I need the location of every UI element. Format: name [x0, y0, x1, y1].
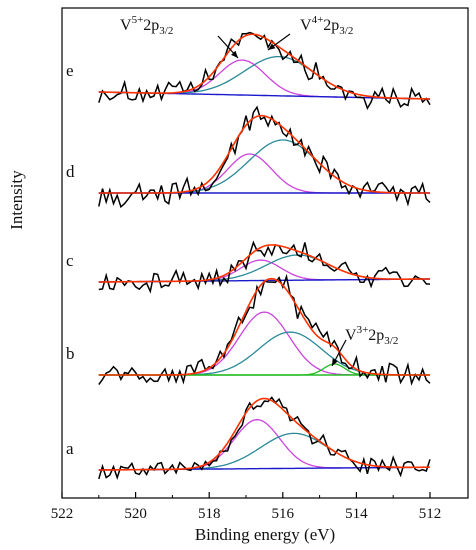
annotation-layer: V5+2p3/2 V4+2p3/2 V3+2p3/2	[120, 14, 398, 367]
spectrum-b-envelope	[98, 277, 430, 376]
annotation-3plus-label: V3+2p3/2	[345, 324, 398, 347]
spectrum-d-v5-peak	[98, 153, 430, 194]
spectrum-d-v4-peak	[98, 139, 430, 194]
x-tick-label-518: 518	[198, 506, 221, 522]
spectra-layer: e d c b a	[66, 31, 431, 480]
spectrum-e-envelope	[98, 33, 430, 100]
spectrum-label-d: d	[66, 162, 75, 181]
spectrum-label-a: a	[66, 439, 74, 458]
annotation-4plus-label: V4+2p3/2	[300, 14, 353, 37]
x-tick-label-522: 522	[51, 506, 74, 522]
spectrum-label-e: e	[66, 61, 74, 80]
spectrum-c-raw-data	[98, 240, 431, 294]
spectrum-d: d	[66, 105, 431, 209]
annotation-5plus-label: V5+2p3/2	[120, 14, 173, 37]
x-tick-label-516: 516	[272, 506, 295, 522]
annotation-arrowhead	[231, 50, 238, 58]
spectrum-a: a	[66, 396, 431, 480]
spectrum-e-raw-data	[98, 31, 431, 110]
plot-frame	[61, 7, 469, 499]
x-tick-label-520: 520	[124, 506, 147, 522]
spectrum-a-envelope	[98, 397, 430, 471]
spectrum-label-c: c	[66, 251, 74, 270]
x-tick-label-514: 514	[345, 506, 368, 522]
spectrum-c: c	[66, 240, 431, 294]
spectrum-e: e	[66, 31, 431, 110]
spectrum-c-envelope	[98, 244, 430, 283]
x-tick-label-512: 512	[419, 506, 442, 522]
x-axis: 522 520 518 516 514 512	[51, 492, 442, 522]
spectrum-d-raw-data	[98, 105, 431, 209]
spectrum-label-b: b	[66, 344, 75, 363]
x-axis-title: Binding energy (eV)	[195, 525, 335, 544]
spectrum-b: b	[66, 273, 431, 386]
annotation-arrowhead	[268, 43, 276, 50]
annotation-arrowhead	[332, 358, 338, 366]
y-axis-title: Intensity	[7, 170, 26, 230]
spectrum-d-envelope	[98, 114, 430, 194]
